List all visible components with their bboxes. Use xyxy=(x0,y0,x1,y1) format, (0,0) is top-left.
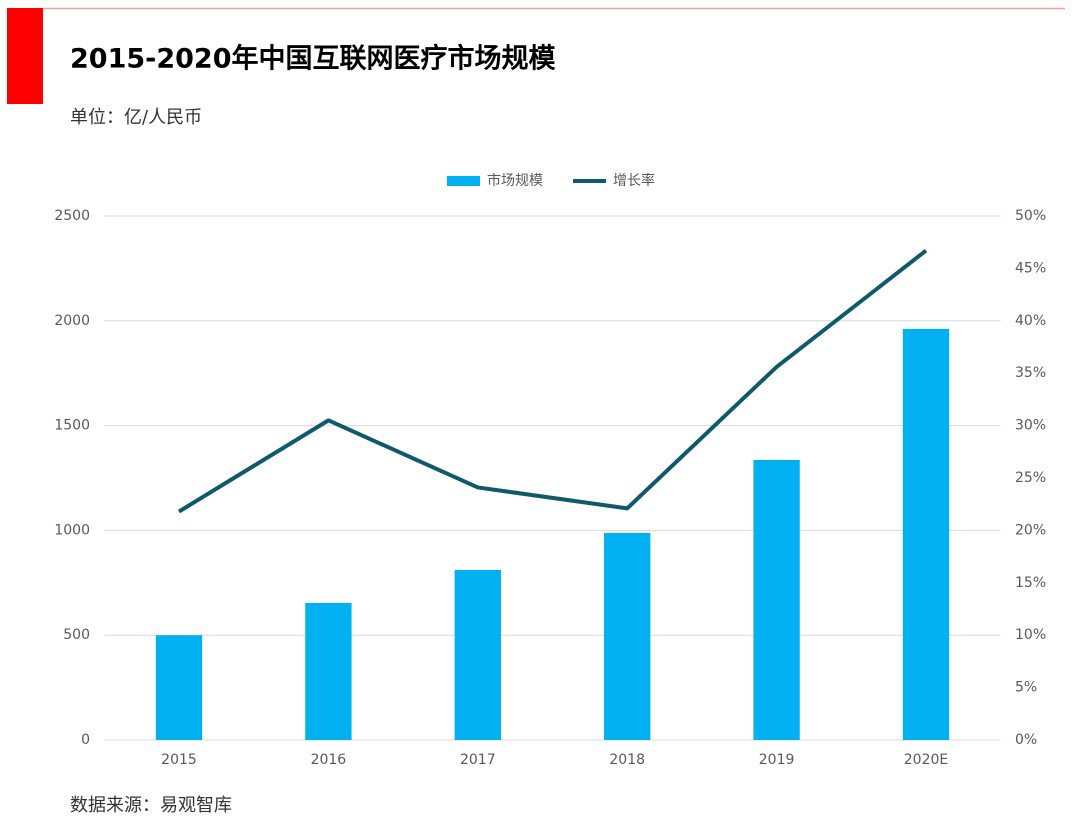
bar xyxy=(305,602,352,740)
x-tick-label: 2019 xyxy=(759,752,795,768)
bar xyxy=(454,570,501,740)
x-tick-label: 2020E xyxy=(904,752,948,768)
legend-label: 市场规模 xyxy=(487,172,543,189)
y2-tick-label: 5% xyxy=(1015,680,1037,696)
x-tick-label: 2018 xyxy=(609,752,645,768)
y2-tick-label: 15% xyxy=(1015,575,1046,591)
y2-tick-label: 40% xyxy=(1015,313,1046,329)
y-tick-label: 2000 xyxy=(54,313,90,329)
line xyxy=(177,249,928,514)
unit-note: 单位：亿/人民币 xyxy=(70,107,202,128)
chart-title: 2015-2020年中国互联网医疗市场规模 xyxy=(70,43,556,75)
y-tick-label: 500 xyxy=(63,627,90,643)
x-tick-label: 2015 xyxy=(161,752,197,768)
y2-tick-label: 20% xyxy=(1015,522,1046,538)
y2-tick-label: 35% xyxy=(1015,365,1046,381)
y-tick-label: 1000 xyxy=(54,522,90,538)
legend-swatch xyxy=(447,176,480,186)
bar xyxy=(902,328,950,740)
bar xyxy=(604,532,651,740)
bar xyxy=(753,459,800,740)
y2-tick-label: 45% xyxy=(1015,260,1046,276)
y-tick-label: 0 xyxy=(81,732,90,748)
source-note: 数据来源：易观智库 xyxy=(70,795,232,816)
y-tick-label: 2500 xyxy=(54,208,90,224)
bar xyxy=(155,635,203,740)
y2-tick-label: 25% xyxy=(1015,470,1046,486)
y2-tick-label: 30% xyxy=(1015,418,1046,434)
title-accent xyxy=(7,8,43,104)
x-tick-label: 2016 xyxy=(311,752,347,768)
x-tick-label: 2017 xyxy=(460,752,496,768)
y2-tick-label: 10% xyxy=(1015,627,1046,643)
y2-tick-label: 50% xyxy=(1015,208,1046,224)
y-tick-label: 1500 xyxy=(54,418,90,434)
y2-tick-label: 0% xyxy=(1015,732,1037,748)
legend-label: 增长率 xyxy=(613,172,655,189)
